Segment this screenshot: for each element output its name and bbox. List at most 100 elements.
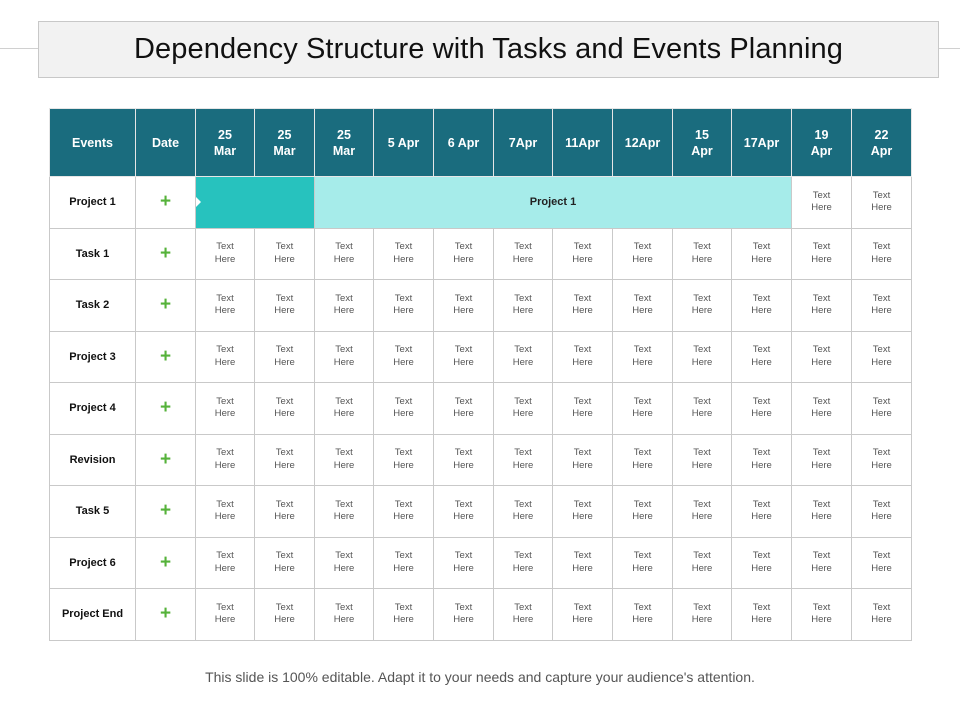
text-placeholder-cell[interactable]: Text Here — [314, 279, 374, 332]
text-placeholder-cell[interactable]: Text Here — [493, 433, 553, 486]
text-placeholder-cell[interactable]: Text Here — [612, 433, 673, 486]
add-plus-icon[interactable]: + — [135, 176, 196, 229]
text-placeholder-cell[interactable]: Text Here — [314, 433, 374, 486]
text-placeholder-cell[interactable]: Text Here — [791, 227, 852, 280]
text-placeholder-cell[interactable]: Text Here — [254, 279, 315, 332]
text-placeholder-cell[interactable]: Text Here — [612, 382, 673, 435]
text-placeholder-cell[interactable]: Text Here — [373, 382, 434, 435]
text-placeholder-cell[interactable]: Text Here — [851, 176, 912, 229]
text-placeholder-cell[interactable]: Text Here — [791, 536, 852, 589]
text-placeholder-cell[interactable]: Text Here — [672, 485, 732, 538]
text-placeholder-cell[interactable]: Text Here — [612, 279, 673, 332]
text-placeholder-cell[interactable]: Text Here — [373, 227, 434, 280]
text-placeholder-cell[interactable]: Text Here — [672, 433, 732, 486]
text-placeholder-cell[interactable]: Text Here — [254, 330, 315, 383]
text-placeholder-cell[interactable]: Text Here — [552, 588, 613, 641]
text-placeholder-cell[interactable]: Text Here — [254, 227, 315, 280]
text-placeholder-cell[interactable]: Text Here — [493, 227, 553, 280]
add-plus-icon[interactable]: + — [135, 382, 196, 435]
text-placeholder-cell[interactable]: Text Here — [791, 433, 852, 486]
text-placeholder-cell[interactable]: Text Here — [314, 536, 374, 589]
text-placeholder-cell[interactable]: Text Here — [373, 588, 434, 641]
add-plus-icon[interactable]: + — [135, 485, 196, 538]
text-placeholder-cell[interactable]: Text Here — [672, 382, 732, 435]
text-placeholder-cell[interactable]: Text Here — [672, 588, 732, 641]
text-placeholder-cell[interactable]: Text Here — [791, 330, 852, 383]
add-plus-icon[interactable]: + — [135, 433, 196, 486]
text-placeholder-cell[interactable]: Text Here — [373, 536, 434, 589]
text-placeholder-cell[interactable]: Text Here — [433, 536, 494, 589]
text-placeholder-cell[interactable]: Text Here — [731, 279, 792, 332]
text-placeholder-cell[interactable]: Text Here — [493, 485, 553, 538]
add-plus-icon[interactable]: + — [135, 227, 196, 280]
text-placeholder-cell[interactable]: Text Here — [791, 279, 852, 332]
text-placeholder-cell[interactable]: Text Here — [672, 536, 732, 589]
text-placeholder-cell[interactable]: Text Here — [851, 588, 912, 641]
text-placeholder-cell[interactable]: Text Here — [195, 485, 255, 538]
text-placeholder-cell[interactable]: Text Here — [672, 330, 732, 383]
text-placeholder-cell[interactable]: Text Here — [612, 588, 673, 641]
text-placeholder-cell[interactable]: Text Here — [314, 382, 374, 435]
text-placeholder-cell[interactable]: Text Here — [195, 227, 255, 280]
text-placeholder-cell[interactable]: Text Here — [731, 227, 792, 280]
text-placeholder-cell[interactable]: Text Here — [373, 433, 434, 486]
text-placeholder-cell[interactable]: Text Here — [851, 330, 912, 383]
text-placeholder-cell[interactable]: Text Here — [851, 485, 912, 538]
text-placeholder-cell[interactable]: Text Here — [314, 227, 374, 280]
text-placeholder-cell[interactable]: Text Here — [851, 433, 912, 486]
text-placeholder-cell[interactable]: Text Here — [672, 227, 732, 280]
text-placeholder-cell[interactable]: Text Here — [791, 588, 852, 641]
text-placeholder-cell[interactable]: Text Here — [552, 330, 613, 383]
add-plus-icon[interactable]: + — [135, 536, 196, 589]
text-placeholder-cell[interactable]: Text Here — [493, 382, 553, 435]
text-placeholder-cell[interactable]: Text Here — [433, 330, 494, 383]
text-placeholder-cell[interactable]: Text Here — [373, 485, 434, 538]
text-placeholder-cell[interactable]: Text Here — [851, 227, 912, 280]
text-placeholder-cell[interactable]: Text Here — [373, 279, 434, 332]
text-placeholder-cell[interactable]: Text Here — [552, 382, 613, 435]
text-placeholder-cell[interactable]: Text Here — [791, 382, 852, 435]
add-plus-icon[interactable]: + — [135, 279, 196, 332]
text-placeholder-cell[interactable]: Text Here — [373, 330, 434, 383]
text-placeholder-cell[interactable]: Text Here — [731, 330, 792, 383]
text-placeholder-cell[interactable]: Text Here — [612, 485, 673, 538]
gantt-bar[interactable]: Project 1 — [314, 176, 792, 229]
text-placeholder-cell[interactable]: Text Here — [731, 588, 792, 641]
text-placeholder-cell[interactable]: Text Here — [552, 485, 613, 538]
text-placeholder-cell[interactable]: Text Here — [493, 330, 553, 383]
text-placeholder-cell[interactable]: Text Here — [195, 382, 255, 435]
text-placeholder-cell[interactable]: Text Here — [493, 588, 553, 641]
text-placeholder-cell[interactable]: Text Here — [314, 588, 374, 641]
text-placeholder-cell[interactable]: Text Here — [493, 279, 553, 332]
text-placeholder-cell[interactable]: Text Here — [433, 433, 494, 486]
text-placeholder-cell[interactable]: Text Here — [254, 485, 315, 538]
text-placeholder-cell[interactable]: Text Here — [612, 227, 673, 280]
text-placeholder-cell[interactable]: Text Here — [552, 433, 613, 486]
text-placeholder-cell[interactable]: Text Here — [254, 433, 315, 486]
text-placeholder-cell[interactable]: Text Here — [195, 433, 255, 486]
text-placeholder-cell[interactable]: Text Here — [552, 536, 613, 589]
text-placeholder-cell[interactable]: Text Here — [731, 536, 792, 589]
text-placeholder-cell[interactable]: Text Here — [254, 382, 315, 435]
text-placeholder-cell[interactable]: Text Here — [433, 382, 494, 435]
text-placeholder-cell[interactable]: Text Here — [731, 382, 792, 435]
text-placeholder-cell[interactable]: Text Here — [314, 485, 374, 538]
text-placeholder-cell[interactable]: Text Here — [195, 536, 255, 589]
text-placeholder-cell[interactable]: Text Here — [612, 536, 673, 589]
text-placeholder-cell[interactable]: Text Here — [254, 588, 315, 641]
text-placeholder-cell[interactable]: Text Here — [195, 279, 255, 332]
text-placeholder-cell[interactable]: Text Here — [851, 536, 912, 589]
text-placeholder-cell[interactable]: Text Here — [791, 485, 852, 538]
text-placeholder-cell[interactable]: Text Here — [731, 433, 792, 486]
text-placeholder-cell[interactable]: Text Here — [552, 227, 613, 280]
text-placeholder-cell[interactable]: Text Here — [195, 330, 255, 383]
text-placeholder-cell[interactable]: Text Here — [433, 279, 494, 332]
text-placeholder-cell[interactable]: Text Here — [731, 485, 792, 538]
add-plus-icon[interactable]: + — [135, 588, 196, 641]
text-placeholder-cell[interactable]: Text Here — [433, 485, 494, 538]
text-placeholder-cell[interactable]: Text Here — [851, 279, 912, 332]
text-placeholder-cell[interactable]: Text Here — [314, 330, 374, 383]
text-placeholder-cell[interactable]: Text Here — [612, 330, 673, 383]
text-placeholder-cell[interactable]: Text Here — [552, 279, 613, 332]
text-placeholder-cell[interactable]: Text Here — [493, 536, 553, 589]
